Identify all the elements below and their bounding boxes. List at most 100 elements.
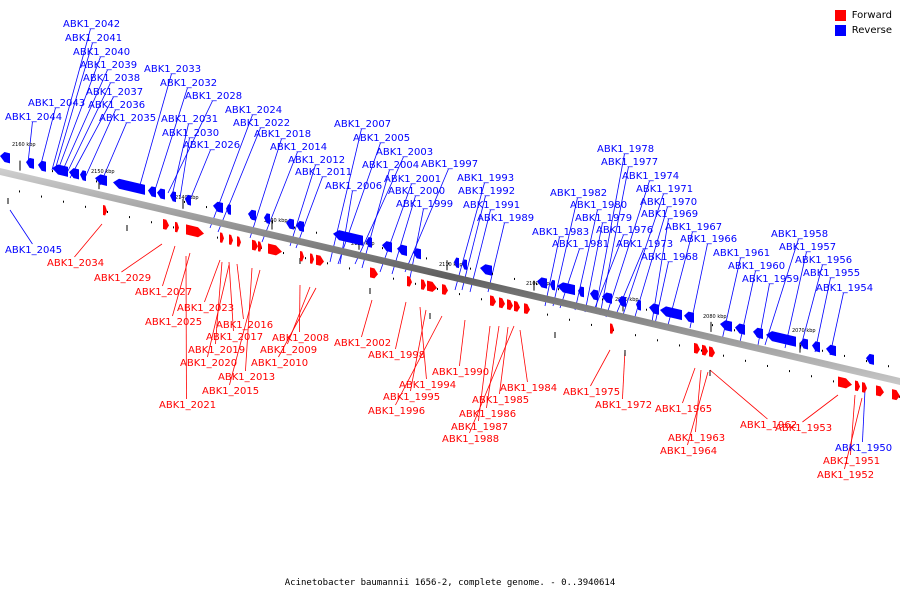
gene-label-abk1-1964[interactable]: ABK1_1964 <box>660 446 717 457</box>
gene-label-abk1-1970[interactable]: ABK1_1970 <box>640 197 697 208</box>
gene-label-abk1-1956[interactable]: ABK1_1956 <box>795 255 852 266</box>
gene-label-abk1-2032[interactable]: ABK1_2032 <box>160 78 217 89</box>
gene-label-abk1-1968[interactable]: ABK1_1968 <box>641 252 698 263</box>
gene-label-abk1-1998[interactable]: ABK1_1998 <box>368 350 425 361</box>
gene-label-abk1-2005[interactable]: ABK1_2005 <box>353 133 410 144</box>
reverse-connector <box>621 193 664 319</box>
gene-label-abk1-2023[interactable]: ABK1_2023 <box>177 303 234 314</box>
gene-label-abk1-1986[interactable]: ABK1_1986 <box>459 409 516 420</box>
gene-label-abk1-1958[interactable]: ABK1_1958 <box>771 229 828 240</box>
gene-label-abk1-2021[interactable]: ABK1_2021 <box>159 400 216 411</box>
gene-label-abk1-2038[interactable]: ABK1_2038 <box>83 73 140 84</box>
gene-label-abk1-1953[interactable]: ABK1_1953 <box>775 423 832 434</box>
gene-label-abk1-1979[interactable]: ABK1_1979 <box>575 213 632 224</box>
gene-label-abk1-2022[interactable]: ABK1_2022 <box>233 118 290 129</box>
gene-label-abk1-2033[interactable]: ABK1_2033 <box>144 64 201 75</box>
gene-label-abk1-1981[interactable]: ABK1_1981 <box>552 239 609 250</box>
gene-label-abk1-1976[interactable]: ABK1_1976 <box>596 225 653 236</box>
gene-label-abk1-2003[interactable]: ABK1_2003 <box>376 147 433 158</box>
gene-label-abk1-1971[interactable]: ABK1_1971 <box>636 184 693 195</box>
gene-label-abk1-2007[interactable]: ABK1_2007 <box>334 119 391 130</box>
gene-label-abk1-2020[interactable]: ABK1_2020 <box>180 358 237 369</box>
gene-label-abk1-1974[interactable]: ABK1_1974 <box>622 171 679 182</box>
gene-label-abk1-2039[interactable]: ABK1_2039 <box>80 60 137 71</box>
gene-label-abk1-2026[interactable]: ABK1_2026 <box>183 140 240 151</box>
gene-label-abk1-2031[interactable]: ABK1_2031 <box>161 114 218 125</box>
gene-label-abk1-1957[interactable]: ABK1_1957 <box>779 242 836 253</box>
gene-label-abk1-2035[interactable]: ABK1_2035 <box>99 113 156 124</box>
gene-label-abk1-2027[interactable]: ABK1_2027 <box>135 287 192 298</box>
gene-label-abk1-1972[interactable]: ABK1_1972 <box>595 400 652 411</box>
gene-label-abk1-2012[interactable]: ABK1_2012 <box>288 155 345 166</box>
gene-label-abk1-2006[interactable]: ABK1_2006 <box>325 181 382 192</box>
gene-label-abk1-2030[interactable]: ABK1_2030 <box>162 128 219 139</box>
gene-label-abk1-1983[interactable]: ABK1_1983 <box>532 227 589 238</box>
gene-label-abk1-1999[interactable]: ABK1_1999 <box>396 199 453 210</box>
gene-label-abk1-2042[interactable]: ABK1_2042 <box>63 19 120 30</box>
gene-label-abk1-1965[interactable]: ABK1_1965 <box>655 404 712 415</box>
gene-label-abk1-1984[interactable]: ABK1_1984 <box>500 383 557 394</box>
gene-label-abk1-2018[interactable]: ABK1_2018 <box>254 129 311 140</box>
gene-label-abk1-1987[interactable]: ABK1_1987 <box>451 422 508 433</box>
gene-label-abk1-1966[interactable]: ABK1_1966 <box>680 234 737 245</box>
gene-label-abk1-1955[interactable]: ABK1_1955 <box>803 268 860 279</box>
gene-label-abk1-2024[interactable]: ABK1_2024 <box>225 105 282 116</box>
gene-label-abk1-2009[interactable]: ABK1_2009 <box>260 345 317 356</box>
gene-label-abk1-1989[interactable]: ABK1_1989 <box>477 213 534 224</box>
gene-label-abk1-2043[interactable]: ABK1_2043 <box>28 98 85 109</box>
gene-label-abk1-1977[interactable]: ABK1_1977 <box>601 157 658 168</box>
gene-label-abk1-2011[interactable]: ABK1_2011 <box>295 167 352 178</box>
gene-label-abk1-2001[interactable]: ABK1_2001 <box>384 174 441 185</box>
gene-label-abk1-2014[interactable]: ABK1_2014 <box>270 142 327 153</box>
gene-label-abk1-2004[interactable]: ABK1_2004 <box>362 160 419 171</box>
gene-label-abk1-2040[interactable]: ABK1_2040 <box>73 47 130 58</box>
gene-label-abk1-1982[interactable]: ABK1_1982 <box>550 188 607 199</box>
gene-label-abk1-1960[interactable]: ABK1_1960 <box>728 261 785 272</box>
gene-label-abk1-2016[interactable]: ABK1_2016 <box>216 320 273 331</box>
gene-label-abk1-1991[interactable]: ABK1_1991 <box>463 200 520 211</box>
gene-label-abk1-1954[interactable]: ABK1_1954 <box>816 283 873 294</box>
axis-dot <box>701 349 702 352</box>
gene-label-abk1-1980[interactable]: ABK1_1980 <box>570 200 627 211</box>
gene-label-abk1-2029[interactable]: ABK1_2029 <box>94 273 151 284</box>
gene-label-abk1-2002[interactable]: ABK1_2002 <box>334 338 391 349</box>
gene-label-abk1-1995[interactable]: ABK1_1995 <box>383 392 440 403</box>
gene-label-abk1-2036[interactable]: ABK1_2036 <box>88 100 145 111</box>
gene-label-abk1-1990[interactable]: ABK1_1990 <box>432 367 489 378</box>
gene-label-abk1-2045[interactable]: ABK1_2045 <box>5 245 62 256</box>
gene-label-abk1-2015[interactable]: ABK1_2015 <box>202 386 259 397</box>
gene-label-abk1-2010[interactable]: ABK1_2010 <box>251 358 308 369</box>
gene-label-abk1-1978[interactable]: ABK1_1978 <box>597 144 654 155</box>
gene-label-abk1-1975[interactable]: ABK1_1975 <box>563 387 620 398</box>
gene-label-abk1-2034[interactable]: ABK1_2034 <box>47 258 104 269</box>
gene-label-abk1-1959[interactable]: ABK1_1959 <box>742 274 799 285</box>
gene-label-abk1-1985[interactable]: ABK1_1985 <box>472 395 529 406</box>
gene-label-abk1-2013[interactable]: ABK1_2013 <box>218 372 275 383</box>
gene-label-abk1-2037[interactable]: ABK1_2037 <box>86 87 143 98</box>
gene-label-abk1-1996[interactable]: ABK1_1996 <box>368 406 425 417</box>
gene-label-abk1-2044[interactable]: ABK1_2044 <box>5 112 62 123</box>
forward-connector <box>204 259 221 303</box>
gene-label-abk1-1969[interactable]: ABK1_1969 <box>641 209 698 220</box>
gene-label-abk1-1951[interactable]: ABK1_1951 <box>823 456 880 467</box>
gene-label-abk1-2000[interactable]: ABK1_2000 <box>388 186 445 197</box>
gene-label-abk1-1962[interactable]: ABK1_1962 <box>740 420 797 431</box>
gene-label-abk1-1993[interactable]: ABK1_1993 <box>457 173 514 184</box>
gene-label-abk1-1994[interactable]: ABK1_1994 <box>399 380 456 391</box>
gene-label-abk1-1967[interactable]: ABK1_1967 <box>665 222 722 233</box>
axis-dot <box>679 344 680 347</box>
gene-label-abk1-1950[interactable]: ABK1_1950 <box>835 443 892 454</box>
gene-label-abk1-1997[interactable]: ABK1_1997 <box>421 159 478 170</box>
gene-label-abk1-2041[interactable]: ABK1_2041 <box>65 33 122 44</box>
gene-label-abk1-1973[interactable]: ABK1_1973 <box>616 239 673 250</box>
gene-label-abk1-1961[interactable]: ABK1_1961 <box>713 248 770 259</box>
gene-label-abk1-2019[interactable]: ABK1_2019 <box>188 345 245 356</box>
gene-label-abk1-2028[interactable]: ABK1_2028 <box>185 91 242 102</box>
gene-label-abk1-1952[interactable]: ABK1_1952 <box>817 470 874 481</box>
gene-label-abk1-1963[interactable]: ABK1_1963 <box>668 433 725 444</box>
gene-label-abk1-2025[interactable]: ABK1_2025 <box>145 317 202 328</box>
gene-label-abk1-1988[interactable]: ABK1_1988 <box>442 434 499 445</box>
gene-label-abk1-2017[interactable]: ABK1_2017 <box>206 332 263 343</box>
gene-label-abk1-2008[interactable]: ABK1_2008 <box>272 333 329 344</box>
gene-label-abk1-1992[interactable]: ABK1_1992 <box>458 186 515 197</box>
